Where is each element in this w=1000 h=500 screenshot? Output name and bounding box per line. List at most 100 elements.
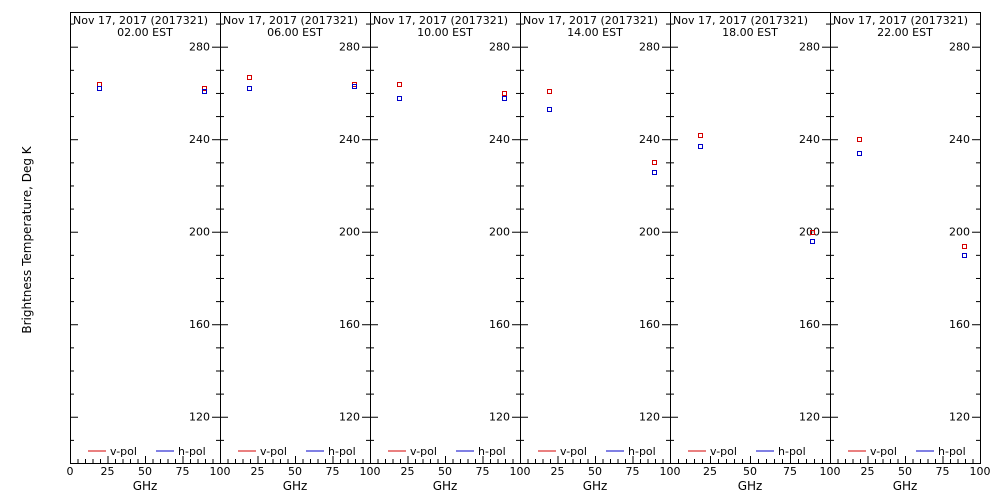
panel-2: Nov 17, 2017 (2017321)06.00 EST 120 160 200…	[220, 12, 381, 493]
panel-title: Nov 17, 2017 (2017321)	[673, 14, 808, 27]
x-tick-label: 25	[861, 465, 875, 478]
x-tick-label: 25	[101, 465, 115, 478]
x-axis-label: GHz	[283, 479, 308, 493]
point-h-pol	[352, 84, 357, 89]
panel-subtitle: 10.00 EST	[417, 26, 473, 39]
x-tick-label: 50	[898, 465, 912, 478]
x-tick-label: 25	[551, 465, 565, 478]
x-tick-label: 75	[783, 465, 797, 478]
y-tick-label: 120	[489, 411, 510, 424]
legend-label-v-pol: v-pol	[710, 445, 737, 458]
y-tick-label: 160	[339, 318, 360, 331]
panel-title: Nov 17, 2017 (2017321)	[523, 14, 658, 27]
x-tick-label: 75	[176, 465, 190, 478]
legend-label-h-pol: h-pol	[478, 445, 506, 458]
y-tick-label: 120	[949, 411, 970, 424]
panel-1: Nov 17, 2017 (2017321)02.00 EST 120 160 200…	[67, 12, 231, 493]
x-tick-label: 25	[703, 465, 717, 478]
y-tick-label: 120	[189, 411, 210, 424]
y-tick-label: 200	[799, 226, 820, 239]
y-tick-label: 160	[489, 318, 510, 331]
point-h-pol	[962, 253, 967, 258]
y-tick-label: 160	[639, 318, 660, 331]
legend-label-v-pol: v-pol	[560, 445, 587, 458]
point-h-pol	[502, 96, 507, 101]
panel-subtitle: 18.00 EST	[722, 26, 778, 39]
y-tick-label: 200	[639, 226, 660, 239]
y-tick-label: 200	[339, 226, 360, 239]
x-tick-label: 100	[970, 465, 991, 478]
y-tick-label: 280	[639, 41, 660, 54]
point-h-pol	[810, 239, 815, 244]
y-tick-label: 240	[339, 133, 360, 146]
panel-title: Nov 17, 2017 (2017321)	[73, 14, 208, 27]
y-axis-label: Brightness Temperature, Deg K	[20, 145, 34, 333]
point-v-pol	[97, 82, 102, 87]
x-axis-label: GHz	[433, 479, 458, 493]
point-h-pol	[202, 89, 207, 94]
point-h-pol	[652, 170, 657, 175]
point-v-pol	[247, 75, 252, 80]
legend-label-v-pol: v-pol	[260, 445, 287, 458]
point-v-pol	[698, 133, 703, 138]
point-v-pol	[502, 91, 507, 96]
panel-subtitle: 22.00 EST	[877, 26, 933, 39]
point-v-pol	[857, 137, 862, 142]
legend-label-v-pol: v-pol	[110, 445, 137, 458]
y-tick-label: 200	[489, 226, 510, 239]
y-tick-label: 200	[949, 226, 970, 239]
x-tick-label: 25	[251, 465, 265, 478]
legend-label-h-pol: h-pol	[778, 445, 806, 458]
y-tick-label: 240	[489, 133, 510, 146]
y-tick-label: 160	[189, 318, 210, 331]
point-h-pol	[397, 96, 402, 101]
legend-label-h-pol: h-pol	[628, 445, 656, 458]
panel-frame	[830, 12, 981, 464]
panel-subtitle: 14.00 EST	[567, 26, 623, 39]
y-tick-label: 280	[339, 41, 360, 54]
y-tick-label: 160	[799, 318, 820, 331]
legend-label-v-pol: v-pol	[410, 445, 437, 458]
point-h-pol	[547, 107, 552, 112]
panel-5: Nov 17, 2017 (2017321)18.00 EST 120 160 200…	[670, 12, 841, 493]
point-h-pol	[698, 144, 703, 149]
point-v-pol	[547, 89, 552, 94]
y-tick-label: 120	[339, 411, 360, 424]
panel-title: Nov 17, 2017 (2017321)	[373, 14, 508, 27]
point-v-pol	[397, 82, 402, 87]
point-v-pol	[652, 160, 657, 165]
x-tick-label: 100	[360, 465, 381, 478]
y-tick-label: 240	[949, 133, 970, 146]
x-tick-label: 50	[138, 465, 152, 478]
legend-label-h-pol: h-pol	[938, 445, 966, 458]
x-tick-label: 100	[660, 465, 681, 478]
panel-title: Nov 17, 2017 (2017321)	[223, 14, 358, 27]
x-tick-label: 50	[588, 465, 602, 478]
y-tick-label: 280	[949, 41, 970, 54]
x-tick-label: 75	[476, 465, 490, 478]
point-h-pol	[857, 151, 862, 156]
legend-label-h-pol: h-pol	[328, 445, 356, 458]
x-tick-label: 50	[743, 465, 757, 478]
y-tick-label: 160	[949, 318, 970, 331]
y-tick-label: 120	[639, 411, 660, 424]
y-tick-label: 280	[189, 41, 210, 54]
y-tick-label: 280	[489, 41, 510, 54]
y-tick-label: 200	[189, 226, 210, 239]
y-tick-label: 240	[639, 133, 660, 146]
point-v-pol	[962, 244, 967, 249]
x-axis-label: GHz	[133, 479, 158, 493]
point-h-pol	[247, 86, 252, 91]
y-tick-label: 240	[189, 133, 210, 146]
x-tick-label: 75	[936, 465, 950, 478]
point-h-pol	[97, 86, 102, 91]
legend-label-h-pol: h-pol	[178, 445, 206, 458]
x-tick-label: 50	[288, 465, 302, 478]
point-v-pol	[810, 230, 815, 235]
point-v-pol	[202, 86, 207, 91]
x-tick-label: 100	[210, 465, 231, 478]
panel-4: Nov 17, 2017 (2017321)14.00 EST 120 160 200…	[520, 12, 681, 493]
y-tick-label: 120	[799, 411, 820, 424]
legend-label-v-pol: v-pol	[870, 445, 897, 458]
